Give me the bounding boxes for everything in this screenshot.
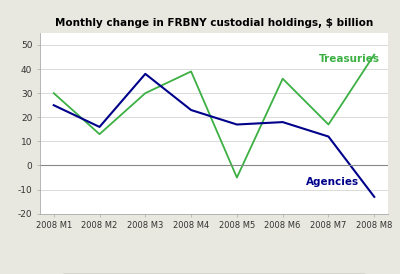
Text: Treasuries: Treasuries xyxy=(319,54,380,64)
Monthly changes in Agency holdings xyxy=(143,72,148,76)
Monthly changes in Agency holdings xyxy=(372,195,377,198)
Monthly change in Treasury holdings xyxy=(51,92,56,95)
Monthly change in Treasury holdings xyxy=(143,92,148,95)
Monthly changes in Agency holdings xyxy=(97,125,102,129)
Monthly changes in Agency holdings xyxy=(189,109,194,112)
Monthly changes in Agency holdings xyxy=(280,121,285,124)
Monthly change in Treasury holdings xyxy=(280,77,285,80)
Monthly changes in Agency holdings xyxy=(326,135,331,138)
Text: Agencies: Agencies xyxy=(306,177,359,187)
Line: Monthly change in Treasury holdings: Monthly change in Treasury holdings xyxy=(54,55,374,178)
Line: Monthly changes in Agency holdings: Monthly changes in Agency holdings xyxy=(54,74,374,197)
Monthly changes in Agency holdings xyxy=(51,104,56,107)
Monthly change in Treasury holdings xyxy=(326,123,331,126)
Monthly change in Treasury holdings xyxy=(189,70,194,73)
Monthly changes in Agency holdings xyxy=(234,123,239,126)
Monthly change in Treasury holdings xyxy=(234,176,239,179)
Monthly change in Treasury holdings xyxy=(372,53,377,56)
Monthly change in Treasury holdings xyxy=(97,133,102,136)
Title: Monthly change in FRBNY custodial holdings, $ billion: Monthly change in FRBNY custodial holdin… xyxy=(55,18,373,28)
